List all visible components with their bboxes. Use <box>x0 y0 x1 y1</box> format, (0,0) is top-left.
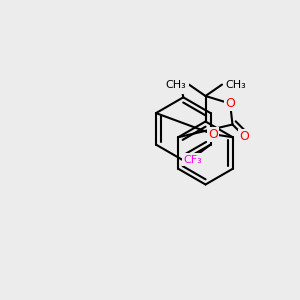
Text: O: O <box>208 128 218 141</box>
Text: Cl: Cl <box>176 80 188 92</box>
Text: CF₃: CF₃ <box>183 154 202 165</box>
Text: CH₃: CH₃ <box>165 80 186 90</box>
Text: CH₃: CH₃ <box>225 80 246 90</box>
Text: O: O <box>240 130 249 143</box>
Text: O: O <box>225 97 235 110</box>
